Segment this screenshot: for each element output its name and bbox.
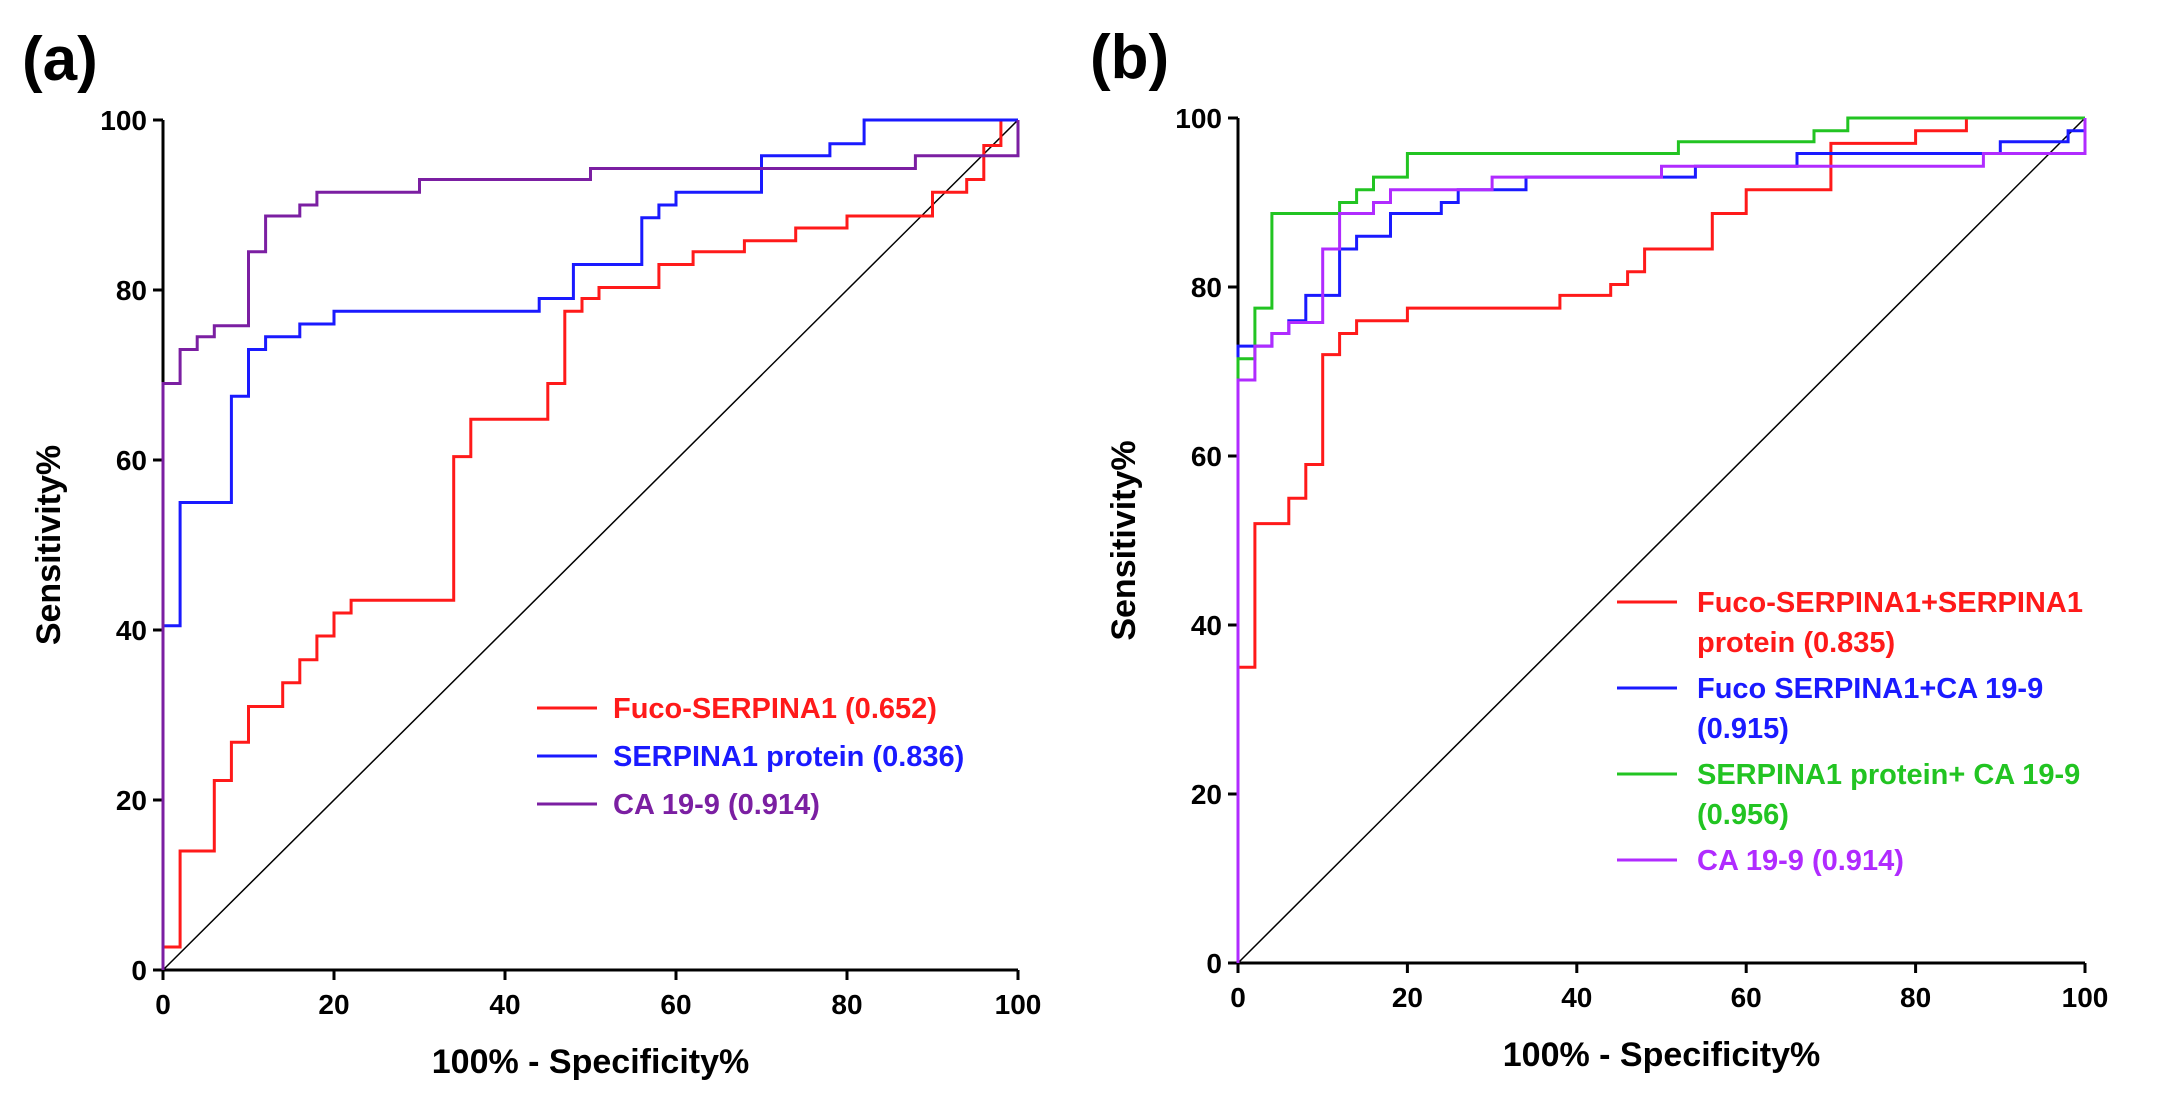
legend-label: Fuco-SERPINA1+SERPINA1 [1697,587,2083,619]
y-tick-label: 40 [1191,610,1222,641]
x-tick-label: 60 [1731,982,1762,1013]
x-tick-label: 80 [831,989,862,1020]
roc-curve-serpina1-protein [161,118,1018,970]
y-axis-title: Sensitivity% [30,445,68,645]
roc-curve-serpina1-protein-ca-19-9 [1236,116,2085,963]
series-group [1236,116,2087,963]
legend-entry: SERPINA1 protein (0.836) [537,741,964,773]
legend-entry: Fuco-SERPINA1 (0.652) [537,693,937,725]
panel-label: (b) [1090,23,1169,92]
y-tick-label: 80 [1191,272,1222,303]
y-axis-title: Sensitivity% [1105,440,1143,640]
y-tick-label: 80 [116,275,147,306]
roc-curve-ca-19-9 [1236,118,2087,963]
x-tick-label: 100 [2062,982,2109,1013]
legend-label: protein (0.835) [1697,627,1895,659]
legend-label: (0.956) [1697,799,1789,831]
y-tick-label: 20 [116,785,147,816]
x-tick-label: 40 [1561,982,1592,1013]
roc-curve-ca-19-9 [161,120,1020,970]
x-tick-label: 0 [1230,982,1246,1013]
legend-label: Fuco SERPINA1+CA 19-9 [1697,673,2043,705]
x-axis-title: 100% - Specificity% [1503,1036,1820,1074]
legend-label: CA 19-9 (0.914) [1697,845,1904,877]
legend: Fuco-SERPINA1 (0.652) SERPINA1 protein (0… [537,693,964,821]
x-tick-label: 100 [995,989,1042,1020]
legend-entry: Fuco-SERPINA1+SERPINA1 protein (0.835) [1617,587,2083,659]
y-tick-label: 0 [1206,948,1222,979]
y-tick-label: 40 [116,615,147,646]
roc-curve-fuco-serpina1-serpina1-protein [1236,116,2085,963]
x-tick-label: 0 [155,989,171,1020]
chart-panel-b: (b) 0 20 40 60 80 100 0 20 40 60 80 100 100% - Specif… [1090,23,2108,1074]
y-tick-label: 20 [1191,779,1222,810]
legend-entry: Fuco SERPINA1+CA 19-9 (0.915) [1617,673,2043,745]
reference-diagonal [162,119,1019,971]
legend-label: SERPINA1 protein (0.836) [613,741,964,773]
panel-label: (a) [22,25,98,94]
chart-panel-a: (a) 0 20 40 60 80 100 0 20 40 60 80 100 100% - Specif… [22,25,1041,1081]
legend-label: SERPINA1 protein+ CA 19-9 [1697,759,2080,791]
legend-label: (0.915) [1697,713,1789,745]
legend-entry: CA 19-9 (0.914) [1617,845,1904,877]
x-tick-label: 20 [1392,982,1423,1013]
x-tick-label: 40 [489,989,520,1020]
legend-label: Fuco-SERPINA1 (0.652) [613,693,937,725]
legend-entry: CA 19-9 (0.914) [537,789,820,821]
y-tick-label: 60 [116,445,147,476]
series-group [161,118,1020,970]
roc-curve-fuco-serpina1 [161,118,1018,970]
reference-diagonal [1237,117,2086,964]
y-tick-label: 0 [131,955,147,986]
x-tick-label: 80 [1900,982,1931,1013]
legend-entry: SERPINA1 protein+ CA 19-9 (0.956) [1617,759,2080,831]
y-tick-label: 60 [1191,441,1222,472]
y-tick-label: 100 [100,105,147,136]
x-axis-title: 100% - Specificity% [432,1043,749,1081]
y-tick-label: 100 [1175,103,1222,134]
legend-label: CA 19-9 (0.914) [613,789,820,821]
x-tick-label: 60 [660,989,691,1020]
x-tick-label: 20 [318,989,349,1020]
